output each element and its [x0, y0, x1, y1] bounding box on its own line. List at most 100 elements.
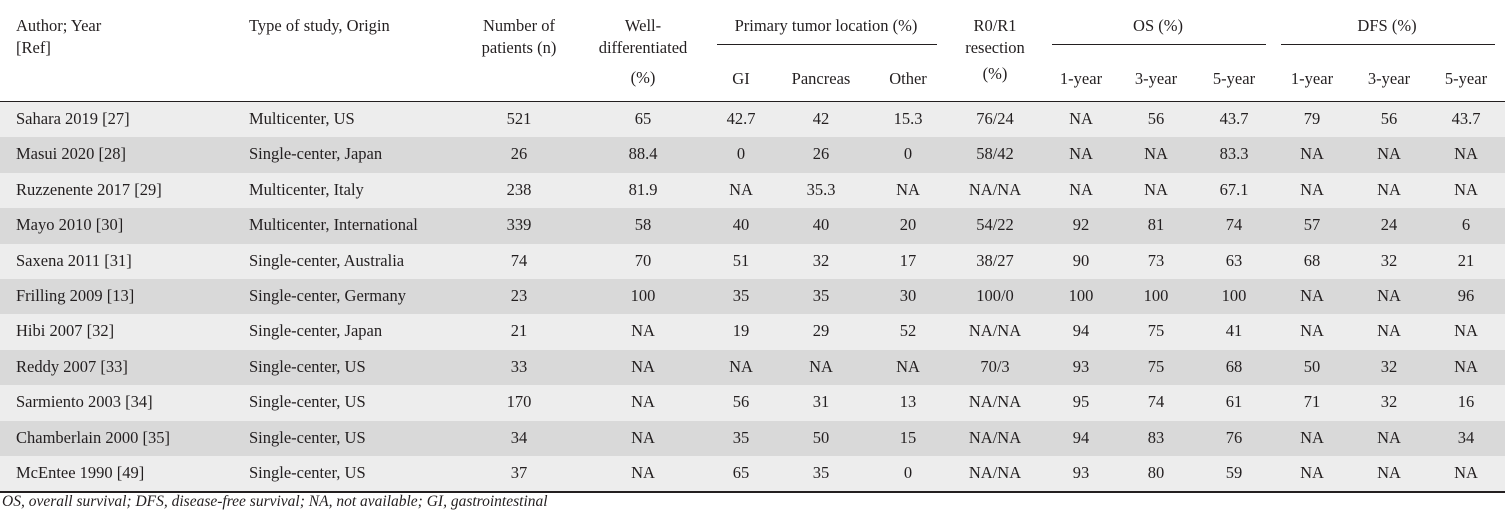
cell-os-5year: 41: [1225, 321, 1243, 341]
cell-patients: 74: [510, 250, 528, 270]
cell-os-5year: 43.7: [1219, 109, 1249, 128]
cell-dfs-5year: NA: [1454, 356, 1478, 376]
cell-type-origin: Single-center, Japan: [249, 144, 383, 164]
header-patients-line1: Number of: [483, 16, 555, 35]
cell-well-differentiated: 100: [630, 285, 656, 305]
header-type: Type of study, Origin: [249, 16, 390, 35]
cell-dfs-5year: NA: [1454, 179, 1478, 199]
table-row: McEntee 1990 [49] Single-center, US 37 NA 65…: [0, 455, 1505, 492]
cell-os-5year: 59: [1225, 462, 1243, 482]
cell-dfs-3year: NA: [1377, 427, 1401, 447]
cell-other: 17: [899, 250, 917, 270]
cell-dfs-1year: 50: [1303, 356, 1321, 376]
cell-dfs-1year: NA: [1300, 321, 1324, 341]
cell-patients: 33: [510, 356, 528, 376]
cell-other: 20: [899, 215, 917, 235]
cell-author: Chamberlain 2000 [35]: [16, 427, 170, 447]
cell-well-differentiated: 58: [634, 215, 652, 235]
header-os-5year: 5-year: [1212, 69, 1256, 88]
cell-dfs-5year: 21: [1457, 250, 1475, 270]
cell-os-3year: 81: [1147, 215, 1165, 235]
cell-pancreas: 35: [812, 285, 830, 305]
cell-gi: 51: [732, 250, 750, 270]
cell-dfs-3year: NA: [1377, 321, 1401, 341]
cell-gi: 35: [732, 285, 750, 305]
cell-type-origin: Single-center, US: [249, 392, 366, 412]
cell-dfs-5year: 43.7: [1451, 109, 1481, 128]
cell-dfs-1year: NA: [1300, 462, 1324, 482]
cell-os-3year: 80: [1147, 462, 1165, 482]
table-row: Hibi 2007 [32] Single-center, Japan 21 NA 19…: [0, 314, 1505, 350]
header-ptl-pancreas: Pancreas: [791, 69, 851, 88]
cell-pancreas: 31: [812, 392, 830, 412]
header-resection-line1: R0/R1: [973, 16, 1017, 35]
cell-dfs-1year: 68: [1303, 250, 1321, 270]
cell-os-1year: NA: [1069, 109, 1093, 128]
header-os-3year: 3-year: [1134, 69, 1178, 88]
header-author-line2: [Ref]: [16, 38, 51, 57]
cell-other: 52: [899, 321, 917, 341]
cell-os-3year: 100: [1143, 285, 1169, 305]
header-dfs: DFS (%): [1357, 16, 1417, 35]
cell-pancreas: 26: [812, 144, 830, 164]
cell-resection: NA/NA: [968, 321, 1022, 341]
cell-dfs-1year: 79: [1303, 109, 1321, 128]
cell-dfs-5year: 96: [1457, 285, 1475, 305]
cell-type-origin: Multicenter, International: [249, 215, 418, 235]
cell-well-differentiated: 65: [634, 109, 652, 128]
cell-author: Ruzzenente 2017 [29]: [16, 179, 162, 199]
cell-os-5year: 68: [1225, 356, 1243, 376]
header-well-differentiated: Well- differentiated (%): [599, 15, 688, 89]
cell-resection: NA/NA: [968, 462, 1022, 482]
cell-os-1year: 93: [1072, 462, 1090, 482]
cell-dfs-5year: 34: [1457, 427, 1475, 447]
cell-dfs-5year: 6: [1461, 215, 1471, 235]
cell-dfs-1year: 57: [1303, 215, 1321, 235]
cell-author: Saxena 2011 [31]: [16, 250, 132, 270]
header-os-1year: 1-year: [1059, 69, 1103, 88]
header-ptl-other: Other: [889, 69, 927, 88]
cell-author: Sarmiento 2003 [34]: [16, 392, 153, 412]
cell-dfs-3year: NA: [1377, 144, 1401, 164]
cell-dfs-5year: NA: [1454, 462, 1478, 482]
cell-well-differentiated: 81.9: [628, 179, 658, 199]
table-row: Chamberlain 2000 [35] Single-center, US 34…: [0, 420, 1505, 456]
cell-author: Hibi 2007 [32]: [16, 321, 115, 341]
header-rule: [0, 101, 1505, 103]
cell-os-5year: 76: [1225, 427, 1243, 447]
cell-type-origin: Multicenter, Italy: [249, 179, 364, 199]
cell-patients: 23: [510, 285, 528, 305]
header-dfs-3year: 3-year: [1367, 69, 1411, 88]
header-resection-line2: resection: [965, 38, 1025, 57]
cell-other: 15: [899, 427, 917, 447]
cell-dfs-3year: 32: [1380, 250, 1398, 270]
cell-type-origin: Single-center, Japan: [249, 321, 383, 341]
header-dfs-rule: [1281, 44, 1495, 45]
cell-resection: 38/27: [976, 250, 1014, 270]
cell-type-origin: Multicenter, US: [249, 109, 355, 128]
table-header: Author; Year [Ref] Type of study, Origin…: [0, 0, 1505, 101]
cell-os-3year: 74: [1147, 392, 1165, 412]
table-row: Sarmiento 2003 [34] Single-center, US 170 N…: [0, 385, 1505, 421]
cell-os-3year: NA: [1144, 179, 1168, 199]
cell-os-1year: 94: [1072, 427, 1090, 447]
cell-patients: 238: [506, 179, 532, 199]
cell-type-origin: Single-center, Germany: [249, 285, 406, 305]
header-resection: R0/R1 resection (%): [965, 15, 1025, 85]
header-well-line1: Well-: [624, 16, 662, 35]
cell-os-3year: 83: [1147, 427, 1165, 447]
bottom-rule: [0, 491, 1505, 493]
cell-type-origin: Single-center, US: [249, 356, 366, 376]
header-patients-line2: patients (n): [481, 38, 557, 57]
table-footnote: OS, overall survival; DFS, disease-free …: [2, 493, 548, 510]
cell-patients: 21: [510, 321, 528, 341]
cell-gi: 42.7: [726, 109, 756, 128]
cell-os-3year: 73: [1147, 250, 1165, 270]
cell-type-origin: Single-center, US: [249, 427, 366, 447]
cell-resection: 54/22: [976, 215, 1014, 235]
cell-os-3year: 75: [1147, 356, 1165, 376]
cell-dfs-5year: NA: [1454, 321, 1478, 341]
cell-resection: 70/3: [980, 356, 1010, 376]
cell-type-origin: Single-center, US: [249, 462, 366, 482]
cell-dfs-1year: NA: [1300, 285, 1324, 305]
